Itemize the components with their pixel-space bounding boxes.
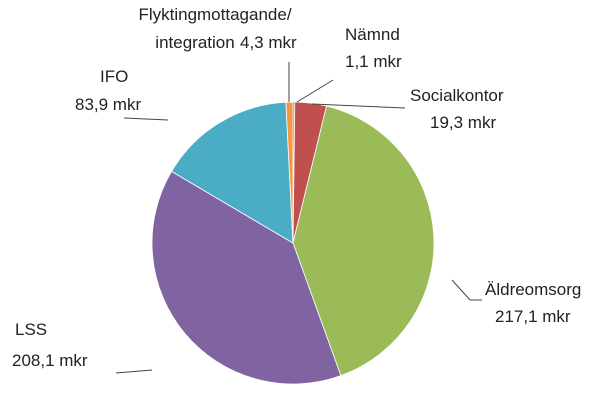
category-label: Flyktingmottagande/integration — [138, 5, 291, 52]
pie-slice — [285, 101, 294, 244]
category-line: Flyktingmottagande/ — [138, 5, 291, 24]
pie-slice — [151, 170, 342, 385]
category-label: LSS — [15, 320, 47, 339]
pie-slice — [292, 105, 435, 377]
leader-line — [451, 279, 482, 301]
value-label: 208,1 mkr — [12, 351, 88, 370]
value-label: 83,9 mkr — [75, 95, 141, 114]
leader-line — [296, 79, 334, 103]
pie-slice — [170, 101, 294, 244]
leader-line — [311, 103, 406, 109]
category-label: Äldreomsorg — [485, 280, 581, 299]
pie — [151, 101, 435, 385]
labels: Nämnd 1,1 mkr Socialkontor 19,3 mkr Äldreoms… — [12, 5, 581, 374]
value-label: 19,3 mkr — [430, 113, 496, 132]
category-label: Socialkontor — [410, 86, 504, 105]
leader-line — [123, 117, 169, 121]
category-label: Nämnd — [345, 25, 400, 44]
value-label: 217,1 mkr — [495, 307, 571, 326]
value-label: 1,1 mkr — [345, 52, 402, 71]
leader-line — [115, 369, 153, 374]
value-label: 4,3 mkr — [240, 33, 297, 52]
category-line: integration — [155, 33, 234, 52]
category-label: IFO — [100, 67, 128, 86]
